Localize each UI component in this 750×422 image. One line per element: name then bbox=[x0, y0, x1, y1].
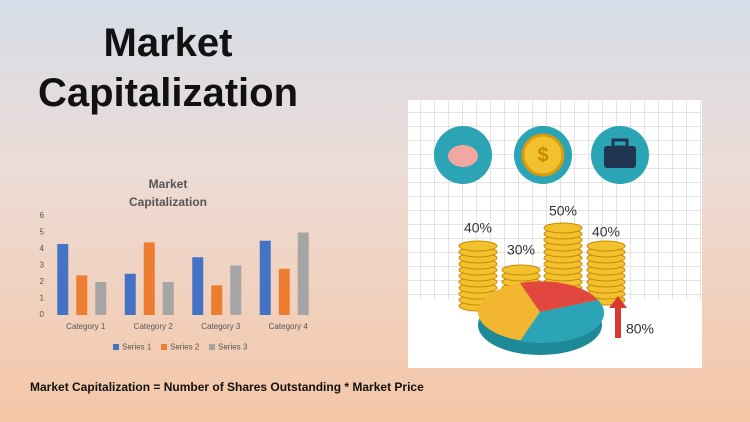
x-tick-label: Category 4 bbox=[269, 322, 309, 331]
x-tick-label: Category 1 bbox=[66, 322, 106, 331]
briefcase-icon bbox=[604, 146, 636, 168]
slide-title: Market Capitalization bbox=[37, 21, 299, 115]
coin bbox=[501, 264, 541, 276]
legend-swatch bbox=[209, 344, 215, 350]
coin bbox=[543, 222, 583, 234]
legend-swatch bbox=[161, 344, 167, 350]
coin bbox=[458, 240, 498, 252]
percent-label: 40% bbox=[464, 220, 492, 236]
bar bbox=[230, 265, 242, 315]
percent-label: 30% bbox=[507, 242, 535, 258]
legend-label: Series 1 bbox=[122, 343, 152, 352]
legend-swatch bbox=[113, 344, 119, 350]
legend-label: Series 3 bbox=[218, 343, 248, 352]
y-tick-label: 2 bbox=[40, 277, 45, 286]
piggy-icon bbox=[448, 145, 478, 167]
briefcase-handle bbox=[611, 138, 629, 149]
y-tick-label: 3 bbox=[40, 261, 45, 270]
pie-slice bbox=[520, 300, 605, 343]
bar bbox=[192, 257, 204, 315]
bar bbox=[124, 273, 136, 315]
percent-label: 40% bbox=[592, 224, 620, 240]
bar bbox=[162, 282, 174, 315]
formula: Market Capitalization = Number of Shares… bbox=[30, 380, 424, 394]
bar bbox=[259, 240, 271, 315]
bar bbox=[211, 285, 223, 315]
chart-title: Market Capitalization bbox=[128, 177, 207, 209]
x-tick-label: Category 3 bbox=[201, 322, 241, 331]
y-tick-label: 1 bbox=[40, 294, 45, 303]
y-tick-label: 6 bbox=[40, 211, 45, 220]
bar bbox=[278, 268, 290, 315]
dollar-sign: $ bbox=[537, 144, 548, 166]
percent-label: 50% bbox=[549, 203, 577, 219]
up-arrow bbox=[609, 296, 627, 338]
percent-label: 80% bbox=[626, 321, 654, 337]
bar bbox=[57, 244, 69, 315]
bar bbox=[76, 275, 88, 315]
pie-slice bbox=[520, 281, 598, 312]
y-tick-label: 5 bbox=[40, 228, 45, 237]
x-tick-label: Category 2 bbox=[134, 322, 174, 331]
illustration: $ 40% 30% 50% 40% 80% bbox=[408, 100, 702, 368]
y-tick-label: 4 bbox=[40, 244, 45, 253]
coin bbox=[586, 240, 626, 252]
bar bbox=[297, 232, 309, 315]
bar bbox=[95, 282, 107, 315]
y-tick-label: 0 bbox=[40, 310, 45, 319]
coin-icon bbox=[521, 133, 565, 177]
legend-label: Series 2 bbox=[170, 343, 200, 352]
bar bbox=[143, 242, 155, 315]
